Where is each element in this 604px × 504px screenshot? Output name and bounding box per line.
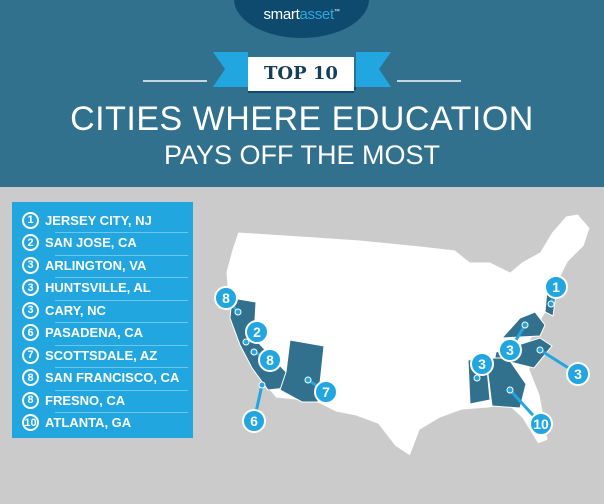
state-az [279,339,325,403]
city-name: SCOTTSDALE, AZ [45,347,158,363]
logo-text: smartasset™ [263,6,340,23]
rank-number: 6 [22,324,39,341]
rank-number: 8 [22,391,39,409]
map-marker-nc: 3 [536,346,590,386]
divider [55,232,188,233]
city-name: HUNTSVILLE, AL [45,280,151,295]
marker-label: 3 [478,356,486,372]
ranking-list: 1 JERSEY CITY, NJ 2 SAN JOSE, CA 3 ARLINGTON,… [12,202,193,438]
rank-number: 2 [22,234,39,251]
city-name: ARLINGTON, VA [45,257,147,273]
city-name: PASADENA, CA [45,325,143,340]
marker-label: 6 [250,413,258,429]
marker-label: 1 [552,279,560,295]
rank-number: 10 [22,414,39,431]
ranking-item: 2 SAN JOSE, CA [22,232,190,254]
divider [55,412,188,413]
marker-label: 3 [574,366,582,382]
divider [55,344,188,346]
map-marker-az: 7 [304,376,338,404]
divider-right [397,80,461,82]
rank-number: 3 [22,256,39,274]
map-marker-nj: 1 [544,275,568,308]
ranking-item: 6 PASADENA, CA [22,322,190,344]
marker-label: 2 [253,324,261,340]
divider [55,277,188,278]
map-marker-ca: 6 [242,381,266,433]
city-name: SAN FRANCISCO, CA [45,370,180,385]
map-marker-ca: 8 [250,348,282,372]
divider [55,254,188,256]
rank-number: 8 [22,369,39,386]
map-marker-al: 3 [470,352,494,382]
marker-label: 8 [266,352,274,368]
divider [55,389,188,391]
map-marker-ca: 2 [242,320,269,346]
map-marker-ga: 10 [506,386,553,436]
marker-label: 10 [533,416,549,432]
city-name: ATLANTA, GA [45,415,132,430]
ranking-item: 3 ARLINGTON, VA [22,254,190,276]
divider-left [143,80,207,82]
rank-number: 3 [22,279,39,296]
divider [55,367,188,368]
title-line1: CITIES WHERE EDUCATION [70,100,534,138]
ranking-item: 3 HUNTSVILLE, AL [22,277,190,299]
rank-number: 7 [22,346,39,364]
ranking-item: 1 JERSEY CITY, NJ [22,209,190,231]
ranking-item: 8 FRESNO, CA [22,389,190,411]
title-line2: PAYS OFF THE MOST [163,140,441,170]
map-marker-va: 3 [498,321,529,362]
city-name: SAN JOSE, CA [45,235,137,250]
header: smartasset™ TOP 10 CITIES WHERE EDUCATIO… [0,0,604,187]
top10-badge: TOP 10 [248,57,354,91]
marker-label: 7 [322,384,330,400]
ranking-item: 3 CARY, NC [22,299,190,321]
ranking-item: 7 SCOTTSDALE, AZ [22,344,190,366]
map-marker-ca: 8 [214,286,242,316]
ranking-item: 8 SAN FRANCISCO, CA [22,367,190,389]
marker-label: 3 [506,342,514,358]
divider [55,322,188,323]
city-name: FRESNO, CA [45,392,126,408]
ranking-item: 10 ATLANTA, GA [22,412,190,434]
divider [55,299,188,301]
marker-label: 8 [222,290,230,306]
city-name: JERSEY CITY, NJ [45,212,152,228]
rank-number: 1 [22,211,39,229]
rank-number: 3 [22,301,39,319]
city-name: CARY, NC [45,302,106,318]
